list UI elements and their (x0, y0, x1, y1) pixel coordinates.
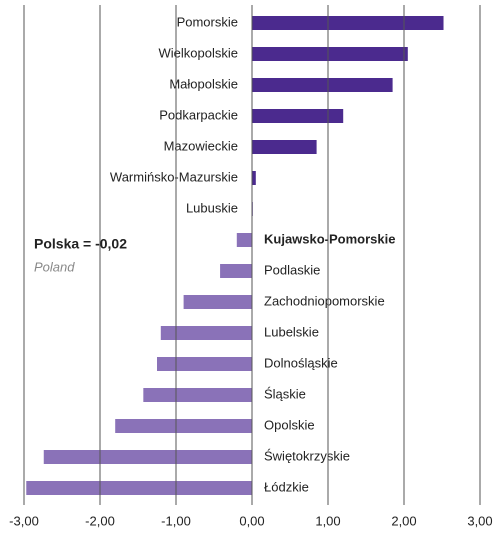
annotation: Polska = -0,02 (34, 236, 127, 252)
category-label: Małopolskie (169, 76, 238, 91)
category-label: Lubelskie (264, 324, 319, 339)
category-label: Pomorskie (177, 14, 238, 29)
bar (220, 264, 252, 278)
category-label: Świętokrzyskie (264, 448, 350, 463)
category-label: Wielkopolskie (159, 45, 238, 60)
category-label: Mazowieckie (164, 138, 238, 153)
category-label: Dolnośląskie (264, 355, 338, 370)
annotation: Poland (34, 259, 75, 274)
bar (157, 357, 252, 371)
category-label: Opolskie (264, 417, 315, 432)
bar (236, 233, 252, 247)
bar (143, 388, 252, 402)
category-label: Warmińsko-Mazurskie (110, 169, 238, 184)
x-tick-label: 3,00 (467, 513, 492, 528)
bar (252, 16, 444, 30)
bar (183, 295, 252, 309)
bar (252, 171, 256, 185)
category-label: Podlaskie (264, 262, 320, 277)
category-label: Śląskie (264, 386, 306, 401)
category-label: Zachodniopomorskie (264, 293, 385, 308)
bar (252, 140, 317, 154)
category-label: Podkarpackie (159, 107, 238, 122)
bar (252, 78, 393, 92)
bar (115, 419, 252, 433)
x-tick-label: -1,00 (161, 513, 191, 528)
x-tick-label: 1,00 (315, 513, 340, 528)
bar (26, 481, 253, 495)
bar (252, 109, 344, 123)
bar (252, 47, 408, 61)
category-label: Łódzkie (264, 479, 309, 494)
x-tick-label: 2,00 (391, 513, 416, 528)
bar (160, 326, 252, 340)
bar (43, 450, 253, 464)
x-tick-label: -2,00 (85, 513, 115, 528)
x-tick-label: 0,00 (239, 513, 264, 528)
category-label: Lubuskie (186, 200, 238, 215)
category-label: Kujawsko-Pomorskie (264, 231, 396, 246)
x-tick-label: -3,00 (9, 513, 39, 528)
